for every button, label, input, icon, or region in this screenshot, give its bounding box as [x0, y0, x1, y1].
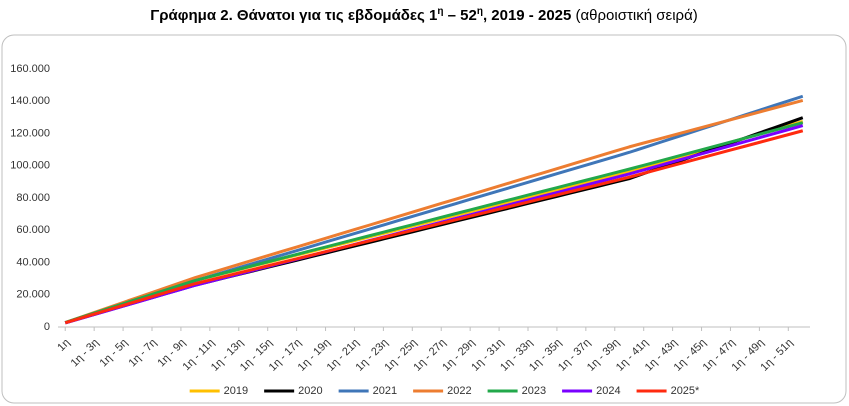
y-tick-label: 120.000 [10, 127, 50, 139]
legend-label: 2022 [447, 385, 471, 397]
y-tick-label: 60.000 [16, 224, 50, 236]
legend-item: 2024 [562, 385, 621, 397]
title-part: , 2019 - 2025 [483, 7, 571, 24]
legend: 2019 2020 2021 2022 2023 2024 2025* [189, 385, 700, 397]
legend-item: 2022 [413, 385, 472, 397]
legend-label: 2023 [522, 385, 546, 397]
legend-label: 2024 [596, 385, 620, 397]
y-tick-label: 160.000 [10, 63, 50, 75]
legend-item: 2021 [338, 385, 397, 397]
title-part: (αθροιστική σειρά) [571, 7, 697, 24]
legend-item: 2023 [487, 385, 546, 397]
y-tick-label: 20.000 [16, 289, 50, 301]
y-tick-label: 40.000 [16, 256, 50, 268]
y-tick-label: 140.000 [10, 95, 50, 107]
legend-label: 2025* [671, 385, 700, 397]
legend-label: 2021 [373, 385, 397, 397]
y-tick-label: 0 [44, 321, 50, 333]
series-line [64, 98, 804, 324]
y-tick-label: 100.000 [10, 160, 50, 172]
chart-title: Γράφημα 2. Θάνατοι για τις εβδομάδες 1η … [150, 6, 697, 24]
legend-label: 2019 [224, 385, 248, 397]
title-part: Γράφημα 2. Θάνατοι για τις εβδομάδες 1 [150, 7, 437, 24]
chart-frame [1, 34, 847, 404]
title-part: – 52 [443, 7, 476, 24]
title-part: η [437, 6, 443, 17]
legend-label: 2020 [298, 385, 322, 397]
series-line [64, 129, 804, 325]
series-line [64, 121, 804, 324]
legend-item: 2020 [264, 385, 323, 397]
title-part: η [477, 6, 483, 17]
legend-item: 2025* [636, 385, 700, 397]
y-tick-label: 80.000 [16, 192, 50, 204]
legend-item: 2019 [189, 385, 248, 397]
